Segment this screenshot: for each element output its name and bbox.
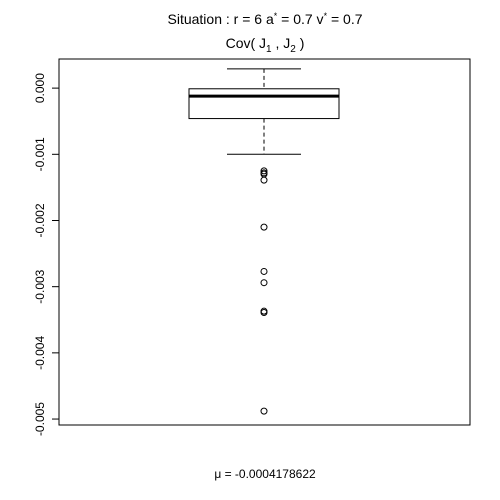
y-tick-label: -0.001 — [33, 137, 47, 171]
y-tick-label: -0.004 — [33, 336, 47, 370]
y-axis: 0.000 -0.001 -0.002 -0.003 -0.004 -0.005 — [33, 73, 59, 436]
boxplot — [189, 69, 339, 154]
y-tick-label: -0.005 — [33, 402, 47, 436]
outlier-point — [261, 408, 267, 414]
iqr-box — [189, 89, 339, 119]
outlier-point — [261, 177, 267, 183]
chart-subtitle: Cov( J1 , J2 ) — [226, 35, 305, 55]
y-tick-label: -0.002 — [33, 203, 47, 237]
chart-title-text: Situation : r = 6 a* = 0.7 v* = 0.7 — [168, 11, 363, 27]
mean-label: μ = -0.0004178622 — [214, 467, 316, 481]
chart-title: Situation : r = 6 a* = 0.7 v* = 0.7 — [168, 11, 363, 27]
y-tick-label: -0.003 — [33, 269, 47, 303]
outliers — [261, 168, 267, 414]
chart-subtitle-text: Cov( J1 , J2 ) — [226, 35, 305, 55]
outlier-point — [261, 268, 267, 274]
outlier-point — [261, 280, 267, 286]
y-tick-label: 0.000 — [33, 73, 47, 103]
outlier-point — [261, 224, 267, 230]
